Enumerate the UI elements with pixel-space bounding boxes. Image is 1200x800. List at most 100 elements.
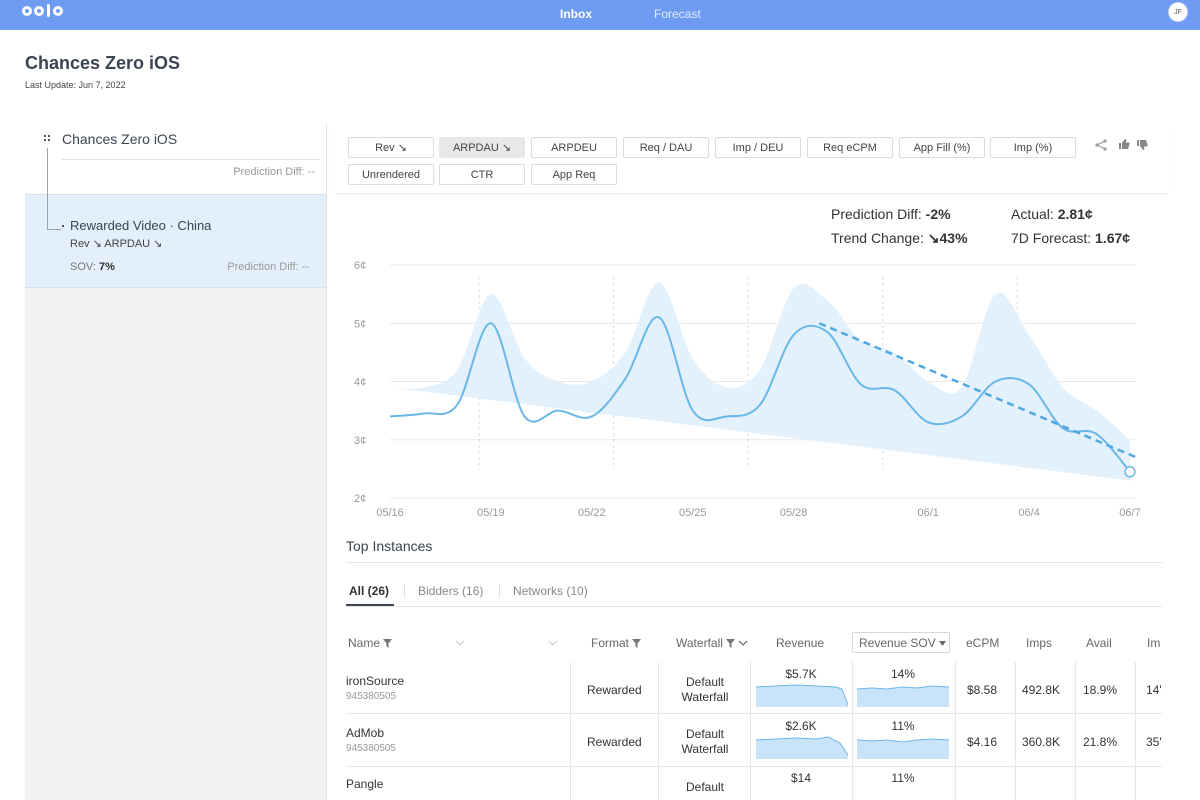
column-header-waterfall[interactable]: Waterfall	[676, 636, 748, 650]
actual-value: 2.81¢	[1057, 206, 1093, 222]
trend-change-stat: Trend Change: ↘43%	[831, 230, 968, 247]
metric-button-req-ecpm[interactable]: Req eCPM	[807, 137, 893, 158]
last-point-marker	[1124, 466, 1136, 478]
x-tick-label: 05/25	[679, 507, 707, 519]
chevron-down-icon[interactable]	[455, 640, 465, 646]
nav-tab-inbox[interactable]: Inbox	[560, 7, 592, 21]
x-tick-label: 05/28	[780, 507, 808, 519]
metric-button-arpdeu[interactable]: ARPDEU	[531, 137, 617, 158]
x-tick-label: 05/22	[578, 507, 606, 519]
child-prediction-diff: Prediction Diff: --	[227, 261, 309, 273]
column-divider	[852, 662, 853, 800]
column-header-name[interactable]: Name	[348, 636, 393, 650]
column-divider	[955, 662, 956, 800]
filter-icon[interactable]	[383, 638, 393, 648]
instance-format: Rewarded	[587, 735, 642, 749]
app-logo[interactable]	[22, 4, 63, 17]
column-header-waterfall-label: Waterfall	[676, 636, 723, 650]
thumbs-up-icon[interactable]	[1118, 138, 1130, 150]
chevron-down-icon[interactable]	[548, 640, 558, 646]
revenue-sov-sparkline	[857, 738, 949, 759]
metric-button-imp-deu[interactable]: Imp / DEU	[715, 137, 801, 158]
page-title: Chances Zero iOS	[25, 53, 181, 73]
filter-icon[interactable]	[632, 638, 642, 648]
subtab-all[interactable]: All (26)	[349, 584, 390, 598]
metric-button-app-req[interactable]: App Req	[531, 164, 617, 185]
metric-button-rev[interactable]: Rev ↘	[348, 137, 434, 158]
drag-handle-icon[interactable]	[44, 135, 50, 141]
trend-line	[818, 322, 1137, 459]
y-tick-label: 2¢	[354, 493, 366, 505]
column-divider	[750, 662, 751, 800]
column-header-revenue[interactable]: Revenue	[776, 636, 825, 650]
instance-name[interactable]: ironSource	[346, 674, 405, 688]
instance-imps: 360.8K	[1022, 735, 1061, 749]
tree-connector	[47, 148, 48, 230]
subtab-separator	[404, 585, 405, 597]
column-divider	[1135, 662, 1136, 800]
column-header-imps[interactable]: Imps	[1026, 636, 1053, 650]
column-header-im[interactable]: Im	[1147, 636, 1161, 650]
revenue-sov-sparkline	[857, 685, 949, 707]
instance-ecpm: $4.16	[967, 735, 998, 749]
instance-name[interactable]: Pangle	[346, 777, 384, 791]
instance-waterfall-line2: Waterfall	[681, 690, 729, 704]
metric-button-ctr[interactable]: CTR	[439, 164, 525, 185]
y-tick-label: 3¢	[354, 435, 366, 447]
column-header-revenue-sov[interactable]: Revenue SOV	[859, 636, 946, 650]
instance-waterfall-line2: Waterfall	[681, 742, 729, 756]
share-icon[interactable]	[1094, 138, 1108, 152]
instance-revenue: $2.6K	[785, 719, 817, 733]
tree-child-item-selected[interactable]: Rewarded Video · China Rev ↘ ARPDAU ↘ SO…	[25, 194, 326, 288]
subtab-active-indicator	[346, 604, 394, 606]
instance-name[interactable]: AdMob	[346, 726, 385, 740]
thumbs-down-icon[interactable]	[1136, 139, 1148, 151]
subtab-bidders[interactable]: Bidders (16)	[418, 584, 484, 598]
column-divider	[1075, 662, 1076, 800]
metric-button-req-dau[interactable]: Req / DAU	[623, 137, 709, 158]
revenue-sparkline	[756, 736, 848, 759]
instance-id: 945380505	[346, 743, 397, 754]
confidence-band	[390, 282, 1130, 481]
instance-avail: 18.9%	[1083, 683, 1118, 697]
metric-button-arpdau[interactable]: ARPDAU ↘	[439, 137, 525, 158]
tree-connector-horizontal	[47, 229, 61, 230]
prediction-diff-stat: Prediction Diff: -2%	[831, 206, 951, 222]
metric-button-unrendered[interactable]: Unrendered	[348, 164, 434, 185]
chevron-down-icon[interactable]	[738, 640, 748, 646]
instance-ecpm: $8.58	[967, 683, 998, 697]
bullet-icon	[62, 225, 64, 227]
actual-label: Actual:	[1011, 206, 1054, 222]
instance-im: 14'	[1146, 683, 1162, 697]
tree-child-title: Rewarded Video · China	[70, 218, 212, 233]
column-header-ecpm[interactable]: eCPM	[966, 636, 1000, 650]
revenue-sov-dropdown[interactable]	[852, 632, 950, 653]
metric-button-app-fill[interactable]: App Fill (%)	[899, 137, 985, 158]
tree-root-item[interactable]: Chances Zero iOS Prediction Diff: --	[25, 124, 326, 194]
nav-tab-forecast[interactable]: Forecast	[654, 7, 701, 21]
last-update-text: Last Update: Jun 7, 2022	[25, 80, 126, 90]
instance-revenue: $14	[790, 771, 812, 785]
revenue-sparkline	[756, 684, 848, 707]
filter-icon[interactable]	[725, 638, 735, 648]
forecast-value: 1.67¢	[1095, 230, 1131, 246]
instance-imps: 492.8K	[1022, 683, 1061, 697]
prediction-diff-value: -2%	[925, 206, 951, 222]
y-tick-label: 6¢	[354, 260, 366, 272]
divider	[346, 606, 1162, 607]
instance-waterfall-line1: Default	[685, 675, 725, 689]
instance-revenue-sov: 11%	[891, 771, 915, 785]
y-tick-label: 4¢	[354, 377, 366, 389]
column-divider	[570, 662, 571, 800]
subtab-networks[interactable]: Networks (10)	[513, 584, 588, 598]
caret-down-icon	[938, 640, 946, 646]
column-header-format[interactable]: Format	[591, 636, 642, 650]
metric-button-imp-pct[interactable]: Imp (%)	[990, 137, 1076, 158]
forecast-label: 7D Forecast:	[1011, 230, 1092, 246]
column-divider	[1015, 662, 1016, 800]
instance-format: Rewarded	[587, 683, 642, 697]
column-header-avail[interactable]: Avail	[1086, 636, 1112, 650]
row-divider	[346, 766, 1162, 767]
instance-waterfall-line1: Default	[685, 727, 725, 741]
user-avatar[interactable]: JF	[1168, 2, 1188, 22]
